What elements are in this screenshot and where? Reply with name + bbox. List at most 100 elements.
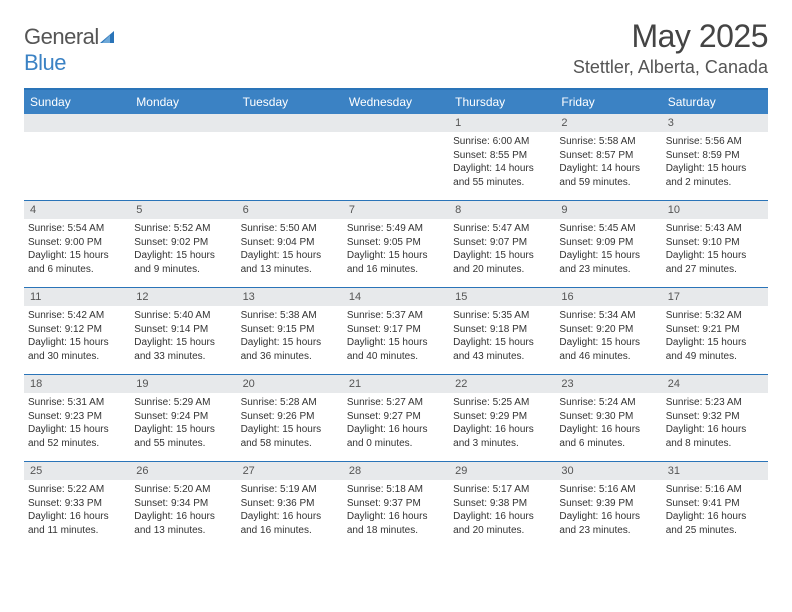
sunrise-text: Sunrise: 5:24 AM: [559, 396, 657, 410]
day-info: Sunrise: 5:28 AMSunset: 9:26 PMDaylight:…: [241, 396, 339, 450]
day-number: 24: [662, 375, 768, 393]
day-number: 1: [449, 114, 555, 132]
daylight1-text: Daylight: 15 hours: [347, 249, 445, 263]
sunset-text: Sunset: 9:23 PM: [28, 410, 126, 424]
day-number: [130, 114, 236, 132]
day-cell: [343, 114, 449, 200]
daylight1-text: Daylight: 15 hours: [453, 249, 551, 263]
sunset-text: Sunset: 9:17 PM: [347, 323, 445, 337]
week-row: 1 Sunrise: 6:00 AMSunset: 8:55 PM Daylight…: [24, 114, 768, 201]
sunset-text: Sunset: 8:55 PM: [453, 149, 551, 163]
sunrise-text: Sunrise: 5:28 AM: [241, 396, 339, 410]
day-number: [343, 114, 449, 132]
sunrise-text: Sunrise: 5:54 AM: [28, 222, 126, 236]
sunset-text: Sunset: 8:59 PM: [666, 149, 764, 163]
daylight1-text: Daylight: 15 hours: [134, 423, 232, 437]
sunrise-text: Sunrise: 5:40 AM: [134, 309, 232, 323]
sunrise-text: Sunrise: 5:58 AM: [559, 135, 657, 149]
day-info: Sunrise: 5:40 AMSunset: 9:14 PMDaylight:…: [134, 309, 232, 363]
day-cell: 28Sunrise: 5:18 AMSunset: 9:37 PMDayligh…: [343, 462, 449, 548]
daylight2-text: and 58 minutes.: [241, 437, 339, 451]
day-number: [237, 114, 343, 132]
day-number: 9: [555, 201, 661, 219]
weeks-container: 1 Sunrise: 6:00 AMSunset: 8:55 PM Daylight…: [24, 114, 768, 548]
day-cell: 10Sunrise: 5:43 AMSunset: 9:10 PMDayligh…: [662, 201, 768, 287]
sunset-text: Sunset: 9:33 PM: [28, 497, 126, 511]
day-cell: 12Sunrise: 5:40 AMSunset: 9:14 PMDayligh…: [130, 288, 236, 374]
daylight1-text: Daylight: 15 hours: [241, 249, 339, 263]
daylight1-text: Daylight: 16 hours: [666, 423, 764, 437]
daylight2-text: and 20 minutes.: [453, 263, 551, 277]
day-cell: [237, 114, 343, 200]
daylight2-text: and 52 minutes.: [28, 437, 126, 451]
week-row: 25Sunrise: 5:22 AMSunset: 9:33 PMDayligh…: [24, 462, 768, 548]
day-info: Sunrise: 5:37 AMSunset: 9:17 PMDaylight:…: [347, 309, 445, 363]
daylight2-text: and 46 minutes.: [559, 350, 657, 364]
day-info: Sunrise: 5:18 AMSunset: 9:37 PMDaylight:…: [347, 483, 445, 537]
day-cell: 27Sunrise: 5:19 AMSunset: 9:36 PMDayligh…: [237, 462, 343, 548]
sunset-text: Sunset: 9:20 PM: [559, 323, 657, 337]
day-number: 5: [130, 201, 236, 219]
daylight1-text: Daylight: 15 hours: [347, 336, 445, 350]
daylight2-text: and 23 minutes.: [559, 524, 657, 538]
sunrise-text: Sunrise: 5:43 AM: [666, 222, 764, 236]
day-number: 10: [662, 201, 768, 219]
sunset-text: Sunset: 9:18 PM: [453, 323, 551, 337]
daylight1-text: Daylight: 15 hours: [28, 423, 126, 437]
daylight1-text: Daylight: 16 hours: [134, 510, 232, 524]
day-cell: 15 Sunrise: 5:35 AMSunset: 9:18 PMDayligh…: [449, 288, 555, 374]
day-cell: 23Sunrise: 5:24 AMSunset: 9:30 PMDayligh…: [555, 375, 661, 461]
sunset-text: Sunset: 9:00 PM: [28, 236, 126, 250]
day-info: Sunrise: 5:25 AMSunset: 9:29 PMDaylight:…: [453, 396, 551, 450]
day-info: Sunrise: 5:16 AMSunset: 9:39 PMDaylight:…: [559, 483, 657, 537]
sunset-text: Sunset: 9:38 PM: [453, 497, 551, 511]
daylight1-text: Daylight: 15 hours: [134, 249, 232, 263]
sunset-text: Sunset: 9:10 PM: [666, 236, 764, 250]
day-info: Sunrise: 5:19 AMSunset: 9:36 PMDaylight:…: [241, 483, 339, 537]
daylight1-text: Daylight: 16 hours: [559, 510, 657, 524]
daylight2-text: and 20 minutes.: [453, 524, 551, 538]
sunrise-text: Sunrise: 6:00 AM: [453, 135, 551, 149]
daylight2-text: and 2 minutes.: [666, 176, 764, 190]
day-cell: 20Sunrise: 5:28 AMSunset: 9:26 PMDayligh…: [237, 375, 343, 461]
day-info: Sunrise: 5:35 AMSunset: 9:18 PMDaylight:…: [453, 309, 551, 363]
sunset-text: Sunset: 9:41 PM: [666, 497, 764, 511]
day-info: Sunrise: 5:38 AMSunset: 9:15 PMDaylight:…: [241, 309, 339, 363]
day-number: 7: [343, 201, 449, 219]
sunrise-text: Sunrise: 5:52 AM: [134, 222, 232, 236]
daylight1-text: Daylight: 14 hours: [559, 162, 657, 176]
day-info: Sunrise: 5:42 AMSunset: 9:12 PMDaylight:…: [28, 309, 126, 363]
sunset-text: Sunset: 9:15 PM: [241, 323, 339, 337]
daylight2-text: and 3 minutes.: [453, 437, 551, 451]
week-row: 11Sunrise: 5:42 AMSunset: 9:12 PMDayligh…: [24, 288, 768, 375]
day-number: 29: [449, 462, 555, 480]
day-cell: [130, 114, 236, 200]
day-cell: 31Sunrise: 5:16 AMSunset: 9:41 PMDayligh…: [662, 462, 768, 548]
daylight1-text: Daylight: 16 hours: [559, 423, 657, 437]
sunset-text: Sunset: 9:21 PM: [666, 323, 764, 337]
sunset-text: Sunset: 9:37 PM: [347, 497, 445, 511]
sunrise-text: Sunrise: 5:49 AM: [347, 222, 445, 236]
daylight1-text: Daylight: 16 hours: [666, 510, 764, 524]
dow-saturday: Saturday: [662, 90, 768, 114]
day-info: Sunrise: 5:31 AMSunset: 9:23 PMDaylight:…: [28, 396, 126, 450]
dow-sunday: Sunday: [24, 90, 130, 114]
logo-text: General Blue: [24, 24, 115, 76]
week-row: 4Sunrise: 5:54 AMSunset: 9:00 PMDaylight…: [24, 201, 768, 288]
day-info: Sunrise: 5:49 AMSunset: 9:05 PMDaylight:…: [347, 222, 445, 276]
sunset-text: Sunset: 9:12 PM: [28, 323, 126, 337]
sunrise-text: Sunrise: 5:31 AM: [28, 396, 126, 410]
sunset-text: Sunset: 9:04 PM: [241, 236, 339, 250]
day-number: 31: [662, 462, 768, 480]
sunrise-text: Sunrise: 5:23 AM: [666, 396, 764, 410]
daylight2-text: and 30 minutes.: [28, 350, 126, 364]
dow-monday: Monday: [130, 90, 236, 114]
day-number: 15: [449, 288, 555, 306]
day-info: Sunrise: 5:52 AMSunset: 9:02 PMDaylight:…: [134, 222, 232, 276]
sunrise-text: Sunrise: 5:47 AM: [453, 222, 551, 236]
daylight2-text: and 16 minutes.: [347, 263, 445, 277]
day-cell: 6Sunrise: 5:50 AMSunset: 9:04 PMDaylight…: [237, 201, 343, 287]
daylight1-text: Daylight: 15 hours: [453, 336, 551, 350]
daylight2-text: and 55 minutes.: [134, 437, 232, 451]
sunrise-text: Sunrise: 5:27 AM: [347, 396, 445, 410]
